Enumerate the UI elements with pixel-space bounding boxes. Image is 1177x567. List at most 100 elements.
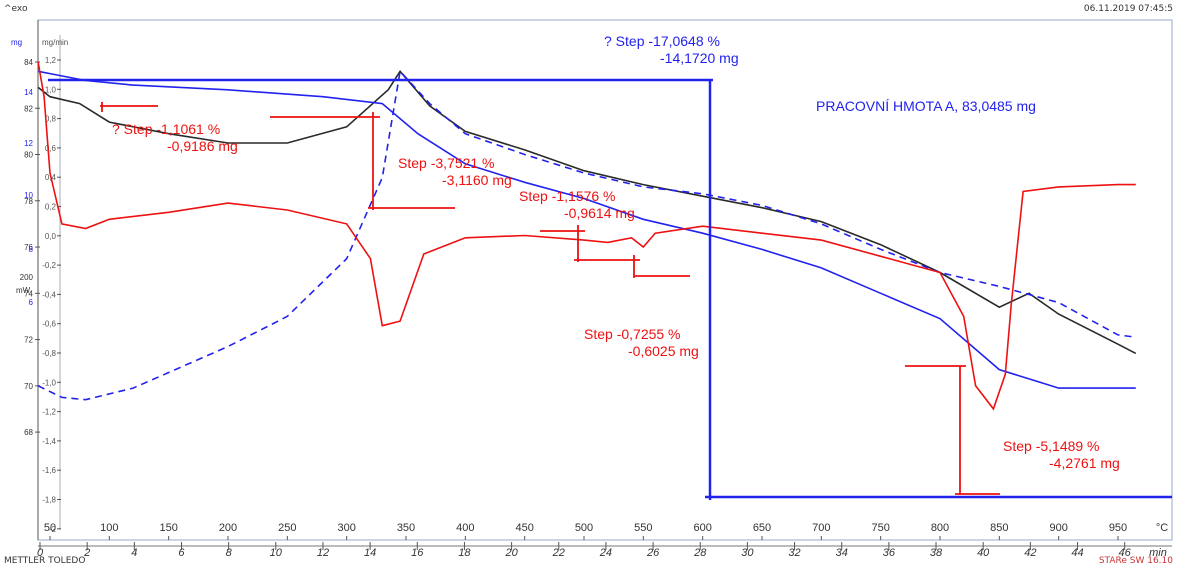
y-mass-tick-label: 78 (24, 197, 33, 206)
y-mass-tick-label: 84 (24, 58, 33, 67)
x-temp-tick-label: 750 (871, 522, 889, 534)
x-time-tick-label: 26 (646, 547, 660, 559)
x-time-tick-label: 8 (226, 547, 233, 559)
x-time-tick-label: 32 (788, 547, 800, 559)
y-dtg-tick-label: -1,4 (42, 437, 56, 446)
step-annotation-line: Step -1,1576 % (519, 188, 616, 204)
step-annotation-line: Step -3,7521 % (398, 155, 495, 171)
footer-right: STARe SW 16.10 (1098, 556, 1173, 566)
x-time-tick-label: 12 (317, 547, 329, 559)
step-annotation-line: -4,2761 mg (1049, 455, 1120, 471)
x-temp-tick-label: 850 (990, 522, 1008, 534)
y-heat-unit: mW (16, 286, 31, 295)
blue-curve (37, 70, 1136, 389)
step-annotation-line: -0,9614 mg (564, 205, 635, 221)
x-temp-tick-label: 650 (753, 522, 771, 534)
y-dtg-tick-label: -1,2 (42, 408, 56, 417)
y-dtg-tick-label: -0,4 (42, 290, 56, 299)
x-temp-tick-label: 150 (159, 522, 177, 534)
x-time-tick-label: 10 (270, 547, 283, 559)
step-annotation-line: Step -5,1489 % (1003, 438, 1100, 454)
y-weight-tick-label: 12 (24, 139, 33, 148)
x-temp-tick-label: 300 (337, 522, 355, 534)
y-mass-tick-label: 68 (24, 428, 33, 437)
step-annotation-line: -3,1160 mg (442, 172, 512, 188)
x-temp-tick-label: 50 (44, 522, 56, 534)
x-time-tick-label: 4 (131, 547, 137, 559)
y-weight-tick-label: 10 (24, 191, 33, 200)
x-temp-tick-label: 950 (1109, 522, 1127, 534)
exo-label: ^exo (4, 4, 28, 14)
y-mass-tick-label: 80 (24, 151, 33, 160)
step-annotation-line: -14,1720 mg (660, 50, 739, 66)
step-annotation-line: -0,9186 mg (167, 138, 238, 154)
x-temp-tick-label: 400 (456, 522, 474, 534)
y-mass-unit: mg (11, 38, 22, 47)
y-dtg-tick-label: 0,0 (45, 232, 57, 241)
x-time-tick-label: 6 (178, 547, 185, 559)
x-time-tick-label: 42 (1024, 547, 1036, 559)
x-temp-tick-label: 900 (1049, 522, 1067, 534)
x-time-tick-label: 36 (883, 547, 896, 559)
x-temp-tick-label: 500 (575, 522, 593, 534)
y-weight-tick-label: 14 (24, 88, 33, 97)
y-mass-tick-label: 74 (24, 289, 33, 298)
x-time-tick-label: 20 (504, 547, 518, 559)
y-dtg-tick-label: 1,2 (45, 56, 57, 65)
step-annotation-line: Step -0,7255 % (584, 326, 681, 342)
step-annotation-line: ? Step -17,0648 % (604, 33, 720, 49)
x-time-tick-label: 2 (83, 547, 90, 559)
y-dtg-tick-label: -1,6 (42, 466, 56, 475)
y-dtg-tick-label: -0,2 (42, 261, 56, 270)
x-time-tick-label: 16 (411, 547, 424, 559)
x-time-tick-label: 22 (552, 547, 565, 559)
step-annotation-line: -0,6025 mg (628, 343, 699, 359)
footer-left: METTLER TOLEDO (4, 556, 86, 566)
blue-curve-dashed (37, 69, 1136, 401)
x-time-tick-label: 38 (930, 547, 943, 559)
y-weight-tick-label: 6 (29, 298, 34, 307)
y-dtg-tick-label: -0,8 (42, 349, 56, 358)
y-mass-tick-label: 70 (24, 382, 33, 391)
x-time-unit: min (1149, 547, 1167, 559)
y-weight-tick-label: 8 (29, 245, 34, 254)
x-time-tick-label: 24 (599, 547, 612, 559)
x-temp-tick-label: 350 (397, 522, 415, 534)
x-temp-tick-label: 450 (515, 522, 533, 534)
y-dtg-tick-label: 1,0 (45, 85, 57, 94)
x-temp-tick-label: 600 (693, 522, 711, 534)
x-time-tick-label: 28 (693, 547, 707, 559)
y-dtg-tick-label: -1,8 (42, 496, 56, 505)
x-temp-tick-label: 800 (931, 522, 949, 534)
red-curve (37, 61, 1136, 411)
x-temp-tick-label: 250 (278, 522, 296, 534)
y-dtg-unit: mg/min (42, 38, 68, 47)
step-annotation-line: ? Step -1,1061 % (112, 121, 220, 137)
x-time-tick-label: 44 (1071, 547, 1083, 559)
y-mass-tick-label: 72 (24, 336, 33, 345)
y-mass-tick-label: 82 (24, 104, 33, 113)
timestamp: 06.11.2019 07:45:5 (1083, 4, 1173, 14)
x-temp-unit: °C (1156, 522, 1168, 534)
x-time-tick-label: 0 (37, 547, 44, 559)
y-dtg-tick-label: 0,6 (45, 144, 57, 153)
x-time-tick-label: 40 (977, 547, 990, 559)
y-dtg-tick-label: 0,8 (45, 115, 57, 124)
x-temp-tick-label: 550 (634, 522, 652, 534)
y-dtg-tick-label: 0,2 (45, 203, 57, 212)
y-dtg-tick-label: -0,6 (42, 320, 56, 329)
y-mass-tick-label: 76 (24, 243, 33, 252)
y-dtg-tick-label: -2 (49, 525, 57, 534)
y-heat-tick-label: 200 (20, 273, 34, 282)
x-temp-tick-label: 200 (219, 522, 237, 534)
black-curve (37, 69, 1137, 355)
x-time-tick-label: 34 (836, 547, 848, 559)
x-time-tick-label: 18 (458, 547, 471, 559)
x-time-tick-label: 46 (1119, 547, 1132, 559)
y-dtg-tick-label: -1,0 (42, 378, 56, 387)
x-temp-tick-label: 100 (100, 522, 118, 534)
x-time-tick-label: 14 (364, 547, 376, 559)
x-temp-tick-label: 700 (812, 522, 830, 534)
x-time-tick-label: 30 (741, 547, 754, 559)
